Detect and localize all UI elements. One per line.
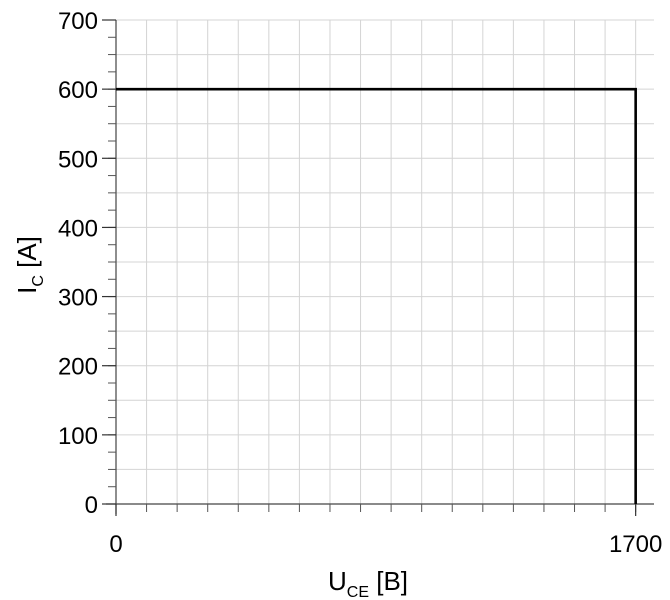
x-tick-label: 1700 xyxy=(609,531,662,558)
y-axis-label-unit: [A] xyxy=(12,236,42,275)
y-axis-label-main: I xyxy=(12,287,42,294)
y-tick-label: 300 xyxy=(58,285,98,312)
y-tick-label: 0 xyxy=(85,492,98,519)
grid xyxy=(116,19,654,504)
y-tick-label: 100 xyxy=(58,423,98,450)
series-layer xyxy=(116,87,637,504)
y-axis-label: IC [A] xyxy=(12,236,47,294)
x-tick-label: 0 xyxy=(109,531,122,558)
y-axis-label-sub: C xyxy=(30,275,47,287)
x-axis-label: UCE [B] xyxy=(328,566,408,600)
y-tick-label: 400 xyxy=(58,215,98,242)
axes xyxy=(102,19,654,516)
series-line xyxy=(116,87,637,504)
tick-labels: 0 1700 0 100 200 300 400 500 600 700 xyxy=(58,8,662,558)
x-axis-label-sub: CE xyxy=(347,584,369,600)
y-tick-label: 200 xyxy=(58,354,98,381)
y-tick-label: 600 xyxy=(58,77,98,104)
y-tick-label: 700 xyxy=(58,8,98,35)
x-axis-label-unit: [B] xyxy=(369,566,408,596)
x-axis-label-main: U xyxy=(328,566,347,596)
y-tick-label: 500 xyxy=(58,146,98,173)
